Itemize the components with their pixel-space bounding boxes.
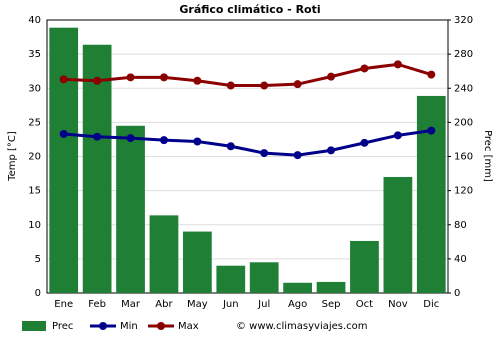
y2-tick-label: 160 (454, 152, 473, 163)
y-tick-label: 5 (35, 254, 41, 265)
y2-tick-label: 40 (454, 254, 467, 265)
y-tick-label: 15 (28, 186, 41, 197)
x-tick-label: May (187, 299, 208, 310)
bar (316, 281, 346, 293)
bar (383, 176, 413, 293)
marker (193, 137, 202, 146)
plot-frame (46, 19, 449, 294)
y-tick-label: 0 (35, 288, 41, 299)
x-tick-label: Feb (88, 299, 106, 310)
marker (327, 72, 336, 81)
chart-title: Gráfico climático - Roti (179, 3, 320, 16)
x-tick-label: Mar (121, 299, 141, 310)
marker (427, 70, 436, 79)
bar (350, 240, 379, 293)
marker (360, 64, 369, 73)
marker (93, 76, 102, 85)
line (63, 129, 432, 157)
marker (260, 81, 269, 90)
y2-tick-label: 120 (454, 186, 473, 197)
marker (327, 146, 336, 155)
marker (393, 131, 402, 140)
y2-tick-label: 320 (454, 15, 473, 26)
y2-tick-label: 240 (454, 83, 473, 94)
marker (159, 73, 168, 82)
marker (126, 134, 135, 143)
y-axis-label: Temp [°C] (7, 131, 18, 182)
marker (293, 151, 302, 160)
legend-swatch (22, 321, 46, 331)
marker (226, 81, 235, 90)
x-tick-label: Sep (322, 299, 341, 310)
y2-tick-label: 0 (454, 288, 460, 299)
bar (49, 27, 79, 293)
marker (159, 136, 168, 145)
legend-label: Min (120, 321, 138, 332)
marker (260, 149, 269, 158)
line (63, 62, 432, 88)
x-tick-label: Ago (288, 299, 307, 310)
y-tick-label: 40 (28, 15, 41, 26)
marker (59, 129, 68, 138)
y-tick-label: 30 (28, 83, 41, 94)
bar (416, 95, 446, 293)
legend-label: Max (178, 321, 199, 332)
marker (427, 126, 436, 135)
x-tick-label: Ene (54, 299, 73, 310)
bar (249, 262, 279, 293)
x-tick-label: Abr (155, 299, 173, 310)
marker (193, 76, 202, 85)
y-tick-label: 20 (28, 152, 41, 163)
bar (216, 265, 246, 293)
y2-axis-label: Prec [mm] (482, 130, 493, 182)
y-tick-label: 35 (28, 49, 41, 60)
x-tick-label: Jun (222, 299, 239, 310)
marker (93, 132, 102, 141)
marker (59, 75, 68, 84)
bar (116, 125, 145, 293)
marker (293, 80, 302, 89)
y-tick-label: 10 (28, 220, 41, 231)
y-tick-label: 25 (28, 117, 41, 128)
marker (360, 138, 369, 147)
x-tick-label: Oct (356, 299, 373, 310)
bar (149, 215, 179, 293)
marker (226, 142, 235, 151)
bar (82, 44, 112, 293)
marker (126, 73, 135, 82)
legend-swatch (99, 322, 107, 330)
marker (393, 60, 402, 69)
bar (283, 282, 312, 293)
x-tick-label: Dic (423, 299, 439, 310)
watermark: © www.climasyviajes.com (236, 321, 368, 332)
x-tick-label: Nov (388, 299, 408, 310)
x-tick-label: Jul (257, 299, 270, 310)
legend-swatch (157, 322, 165, 330)
y2-tick-label: 200 (454, 117, 473, 128)
y2-tick-label: 80 (454, 220, 467, 231)
legend-label: Prec (52, 321, 73, 332)
bar (183, 231, 212, 293)
y2-tick-label: 280 (454, 49, 473, 60)
